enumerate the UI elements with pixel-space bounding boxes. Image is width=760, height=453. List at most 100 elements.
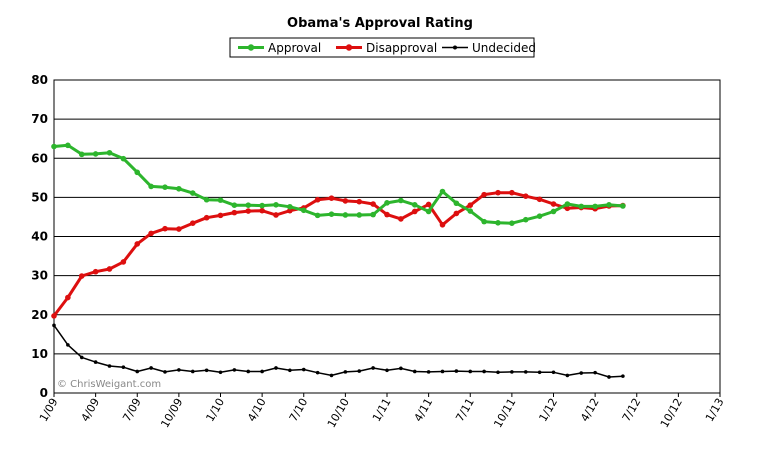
- data-point-disapproval: [370, 201, 376, 207]
- data-point-disapproval: [481, 191, 487, 198]
- data-point-undecided: [52, 323, 56, 328]
- data-point-undecided: [551, 370, 556, 375]
- data-point-approval: [314, 212, 321, 219]
- data-point-disapproval: [411, 208, 418, 215]
- data-point-undecided: [510, 370, 514, 374]
- data-point-undecided: [482, 369, 486, 374]
- x-tick-label: 1/13: [703, 396, 727, 424]
- y-tick-label: 10: [31, 347, 48, 361]
- x-tick-label: 4/12: [578, 396, 602, 424]
- x-tick-label: 10/11: [491, 396, 518, 430]
- data-point-disapproval: [189, 220, 196, 226]
- data-point-approval: [342, 212, 349, 218]
- data-point-disapproval: [106, 266, 113, 272]
- x-tick-label: 7/11: [453, 396, 477, 424]
- x-tick-label: 1/11: [370, 396, 394, 424]
- data-point-approval: [203, 196, 210, 203]
- data-point-disapproval: [245, 208, 252, 214]
- data-point-undecided: [468, 369, 473, 374]
- data-point-disapproval: [217, 212, 224, 219]
- data-point-disapproval: [328, 195, 335, 201]
- data-point-disapproval: [342, 198, 349, 204]
- data-point-approval: [162, 184, 168, 191]
- x-tick-label: 10/09: [158, 396, 185, 430]
- data-point-disapproval: [162, 225, 168, 232]
- data-point-approval: [189, 190, 196, 196]
- x-tick-label: 1/12: [536, 396, 560, 424]
- data-point-undecided: [343, 370, 348, 374]
- data-point-undecided: [301, 367, 306, 372]
- data-point-approval: [106, 149, 113, 156]
- data-point-undecided: [274, 366, 278, 370]
- data-point-undecided: [288, 368, 292, 373]
- data-point-disapproval: [176, 226, 182, 232]
- y-tick-label: 30: [31, 269, 48, 283]
- x-tick-label: 7/12: [620, 396, 644, 424]
- x-tick-label: 1/09: [37, 396, 61, 424]
- y-tick-label: 40: [31, 230, 48, 244]
- legend-label-disapproval: Disapproval: [366, 41, 437, 55]
- data-point-approval: [65, 142, 71, 149]
- data-point-approval: [564, 201, 571, 207]
- data-point-approval: [439, 188, 446, 195]
- data-point-undecided: [218, 370, 223, 375]
- data-point-approval: [536, 213, 543, 219]
- x-tick-label: 1/10: [203, 396, 227, 424]
- data-point-undecided: [79, 355, 84, 360]
- data-point-approval: [384, 200, 390, 206]
- x-tick-label: 4/10: [245, 396, 269, 424]
- data-point-undecided: [329, 373, 334, 378]
- data-point-approval: [231, 202, 238, 208]
- data-point-approval: [425, 208, 432, 215]
- data-point-approval: [522, 216, 529, 223]
- data-point-approval: [328, 211, 335, 217]
- data-point-approval: [120, 155, 127, 162]
- legend-marker-disapproval: [345, 44, 353, 51]
- data-point-disapproval: [356, 198, 363, 205]
- x-tick-label: 10/12: [658, 396, 685, 430]
- chart-title: Obama's Approval Rating: [287, 16, 473, 31]
- data-point-approval: [467, 208, 474, 214]
- data-point-approval: [51, 143, 57, 150]
- data-point-undecided: [537, 370, 542, 375]
- data-point-undecided: [177, 368, 181, 372]
- data-point-approval: [134, 169, 141, 176]
- series-line-undecided: [53, 324, 623, 378]
- data-point-undecided: [93, 360, 98, 364]
- data-point-undecided: [579, 371, 584, 375]
- data-point-approval: [550, 208, 557, 215]
- x-tick-label: 10/10: [325, 396, 352, 430]
- data-point-approval: [398, 197, 404, 204]
- data-point-approval: [592, 203, 598, 210]
- data-point-undecided: [315, 370, 320, 375]
- data-point-undecided: [523, 370, 528, 374]
- data-point-approval: [259, 202, 265, 209]
- legend-box: [229, 37, 535, 58]
- data-point-undecided: [163, 370, 167, 374]
- data-point-disapproval: [259, 207, 265, 214]
- data-point-disapproval: [148, 230, 154, 237]
- data-point-undecided: [204, 368, 209, 373]
- data-point-disapproval: [65, 294, 71, 301]
- data-point-approval: [217, 197, 224, 203]
- data-point-disapproval: [536, 196, 543, 203]
- data-point-undecided: [357, 369, 362, 373]
- data-point-disapproval: [550, 201, 557, 207]
- data-point-disapproval: [314, 196, 321, 203]
- data-point-disapproval: [398, 216, 404, 222]
- data-point-approval: [509, 220, 515, 226]
- data-point-approval: [495, 220, 501, 226]
- data-point-approval: [481, 218, 487, 225]
- data-point-undecided: [565, 373, 570, 378]
- data-point-disapproval: [522, 193, 529, 200]
- data-point-approval: [356, 212, 363, 218]
- data-point-undecided: [246, 369, 251, 374]
- legend-label-approval: Approval: [268, 41, 321, 55]
- data-point-undecided: [607, 375, 611, 379]
- y-tick-label: 0: [40, 386, 48, 400]
- data-point-disapproval: [384, 211, 390, 218]
- data-point-undecided: [121, 365, 126, 369]
- legend-marker-undecided: [453, 45, 457, 50]
- data-point-approval: [78, 151, 85, 158]
